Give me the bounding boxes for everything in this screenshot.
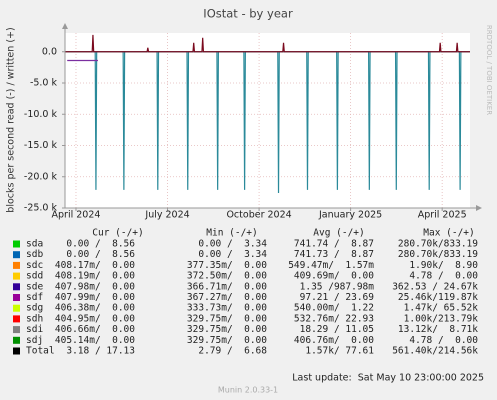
legend-header: Max (-/+) xyxy=(423,228,474,239)
y-tick-label: 0.0 xyxy=(42,46,57,57)
legend-swatch xyxy=(13,261,20,269)
legend-swatch xyxy=(13,315,20,323)
legend-value: 333.73m/ 0.00 xyxy=(187,303,267,314)
axes: 0.0-5.0 k-10.0 k-15.0 k-20.0 k-25.0 kApr… xyxy=(24,23,482,221)
legend-value: 329.75m/ 0.00 xyxy=(187,324,267,335)
legend-value: 97.21 / 23.69 xyxy=(300,292,375,303)
legend-value: 1.57k/ 77.61 xyxy=(305,346,374,357)
legend-value: 406.76m/ 0.00 xyxy=(294,335,374,346)
legend-value: 3.18 / 17.13 xyxy=(66,346,135,357)
legend-value: 408.17m/ 0.00 xyxy=(55,260,135,271)
legend-value: 741.73 / 8.87 xyxy=(294,249,374,260)
y-axis-label: blocks per second read (-) / written (+) xyxy=(6,27,17,212)
legend-value: 407.99m/ 0.00 xyxy=(55,292,135,303)
legend-swatch xyxy=(13,240,20,248)
legend-value: 329.75m/ 0.00 xyxy=(187,313,267,324)
legend-value: 1.47k/ 65.52k xyxy=(404,303,479,314)
last-update: Last update: Sat May 10 23:00:00 2025 xyxy=(292,373,484,384)
legend-value: 741.74 / 8.87 xyxy=(294,239,374,250)
y-tick-label: -5.0 k xyxy=(30,78,58,89)
legend-value: 25.46k/119.87k xyxy=(398,292,478,303)
legend-swatch xyxy=(13,251,20,259)
legend-name: sda xyxy=(26,239,43,250)
legend-value: 2.79 / 6.68 xyxy=(198,346,267,357)
legend-value: 532.76m/ 22.93 xyxy=(294,313,374,324)
legend-value: 0.00 / 3.34 xyxy=(198,249,267,260)
legend-name: sdi xyxy=(26,324,43,335)
legend-value: 549.47m/ 1.57m xyxy=(288,260,374,271)
legend-value: 407.98m/ 0.00 xyxy=(55,281,135,292)
legend-value: 4.78 / 0.00 xyxy=(409,335,478,346)
legend-swatch xyxy=(13,326,20,334)
legend-value: 540.00m/ 1.22 xyxy=(294,303,374,314)
legend-value: 280.70k/833.19 xyxy=(398,239,478,250)
y-tick-label: -20.0 k xyxy=(24,171,58,182)
legend-value: 406.38m/ 0.00 xyxy=(55,303,135,314)
legend-value: 561.40k/214.56k xyxy=(392,346,478,357)
legend-name: sde xyxy=(26,281,43,292)
y-tick-label: -15.0 k xyxy=(24,140,58,151)
legend-value: 406.66m/ 0.00 xyxy=(55,324,135,335)
legend-swatch xyxy=(13,347,20,355)
legend-value: 372.50m/ 0.00 xyxy=(187,271,267,282)
legend-value: 4.78 / 0.00 xyxy=(409,271,478,282)
legend-value: 1.00k/213.79k xyxy=(404,313,479,324)
legend-header: Cur (-/+) xyxy=(92,228,143,239)
legend-name: sdj xyxy=(26,335,43,346)
legend-header: Avg (-/+) xyxy=(313,228,364,239)
legend-value: 377.35m/ 0.00 xyxy=(187,260,267,271)
side-label: RRDTOOL / TOBI OETIKER xyxy=(485,25,493,115)
y-tick-label: -10.0 k xyxy=(24,109,58,120)
legend-value: 1.90k/ 8.90 xyxy=(409,260,478,271)
chart-title: IOstat - by year xyxy=(203,7,293,21)
plot-area xyxy=(65,33,470,208)
legend-name: sdd xyxy=(26,271,43,282)
legend-value: 409.69m/ 0.00 xyxy=(294,271,374,282)
lines xyxy=(65,34,470,194)
y-axis-arrow xyxy=(62,23,68,29)
x-tick-label: October 2024 xyxy=(226,210,291,221)
x-axis-arrow xyxy=(476,205,482,211)
legend-swatch xyxy=(13,294,20,301)
legend-name: Total xyxy=(26,346,55,357)
legend-name: sdg xyxy=(26,303,43,314)
legend: Cur (-/+) Min (-/+) Avg (-/+) Max (-/+) sda 0… xyxy=(13,228,478,357)
legend-value: 13.12k/ 8.71k xyxy=(398,324,478,335)
y-tick-label: -25.0 k xyxy=(24,203,58,214)
legend-value: 0.00 / 8.56 xyxy=(66,249,135,260)
x-tick-label: April 2024 xyxy=(52,210,101,221)
legend-swatch xyxy=(13,272,20,280)
legend-value: 280.70k/833.19 xyxy=(398,249,478,260)
legend-value: 408.19m/ 0.00 xyxy=(55,271,135,282)
data-line xyxy=(65,34,470,53)
grid xyxy=(65,33,470,209)
legend-swatch xyxy=(13,336,20,344)
legend-swatch xyxy=(13,304,20,312)
legend-value: 1.35 /987.98m xyxy=(300,281,375,292)
legend-name: sdc xyxy=(26,260,43,271)
legend-value: 366.71m/ 0.00 xyxy=(187,281,267,292)
legend-value: 367.27m/ 0.00 xyxy=(187,292,267,303)
legend-value: 362.53 / 24.67k xyxy=(392,281,478,292)
legend-value: 404.95m/ 0.00 xyxy=(55,313,135,324)
legend-name: sdf xyxy=(26,292,43,303)
legend-name: sdb xyxy=(26,249,43,260)
x-tick-label: April 2025 xyxy=(418,210,467,221)
footer: Munin 2.0.33-1 xyxy=(218,386,278,395)
legend-header: Min (-/+) xyxy=(206,228,257,239)
legend-value: 18.29 / 11.05 xyxy=(300,324,374,335)
legend-value: 0.00 / 3.34 xyxy=(198,239,267,250)
legend-swatch xyxy=(13,283,20,291)
legend-value: 0.00 / 8.56 xyxy=(66,239,135,250)
legend-value: 405.14m/ 0.00 xyxy=(55,335,135,346)
legend-name: sdh xyxy=(26,313,43,324)
x-tick-label: January 2025 xyxy=(318,210,382,221)
legend-value: 329.75m/ 0.00 xyxy=(187,335,267,346)
x-tick-label: July 2024 xyxy=(144,210,189,221)
